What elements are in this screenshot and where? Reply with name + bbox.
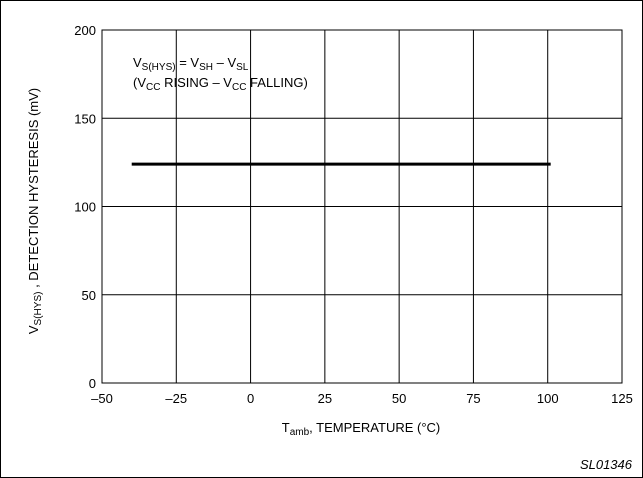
annotation-formula-part-3: SH (199, 62, 213, 73)
x-tick-label-5: 75 (466, 391, 480, 406)
y-axis-label-main: V (26, 325, 41, 334)
x-tick-label-4: 50 (392, 391, 406, 406)
annotation-condition-part-2: RISING – V (160, 75, 232, 90)
plot-area-border (101, 29, 623, 384)
x-tick-label-6: 100 (537, 391, 559, 406)
y-tick-label-4: 200 (74, 23, 96, 38)
y-axis-label-sub: S(HYS) (33, 292, 44, 326)
x-tick-label-0: –50 (91, 391, 113, 406)
annotation-condition-part-0: (V (133, 75, 146, 90)
y-tick-label-0: 0 (89, 376, 96, 391)
x-axis-label-sub: amb (290, 427, 310, 438)
annotation-formula-part-2: = V (176, 55, 200, 70)
x-axis-label-rest: , TEMPERATURE (°C) (309, 420, 440, 435)
annotation-formula: VS(HYS) = VSH – VSL (133, 55, 249, 73)
annotation-condition: (VCC RISING – VCC FALLING) (133, 75, 308, 93)
annotation-formula-part-5: SL (236, 62, 249, 73)
x-tick-label-7: 125 (611, 391, 633, 406)
y-tick-label-1: 50 (82, 288, 96, 303)
y-tick-label-3: 150 (74, 111, 96, 126)
annotation-condition-part-1: CC (146, 82, 160, 93)
y-axis-label: VS(HYS) , DETECTION HYSTERESIS (mV) (26, 88, 44, 334)
x-tick-label-2: 0 (247, 391, 254, 406)
annotation-condition-part-4: FALLING) (246, 75, 307, 90)
x-tick-label-3: 25 (318, 391, 332, 406)
annotation-formula-part-4: – V (213, 55, 236, 70)
y-axis-label-rest: , DETECTION HYSTERESIS (mV) (26, 88, 41, 292)
x-axis-label: Tamb, TEMPERATURE (°C) (282, 420, 441, 438)
y-tick-label-2: 100 (74, 200, 96, 215)
x-tick-labels: –50 –25 0 25 50 75 100 125 (91, 391, 633, 406)
x-tick-label-1: –25 (165, 391, 187, 406)
annotation-condition-part-3: CC (232, 82, 246, 93)
y-tick-labels: 0 50 100 150 200 (74, 23, 96, 391)
figure-code: SL01346 (580, 457, 633, 472)
annotation-formula-part-1: S(HYS) (142, 62, 176, 73)
x-axis-label-main: T (282, 420, 290, 435)
annotation-formula-part-0: V (133, 55, 142, 70)
